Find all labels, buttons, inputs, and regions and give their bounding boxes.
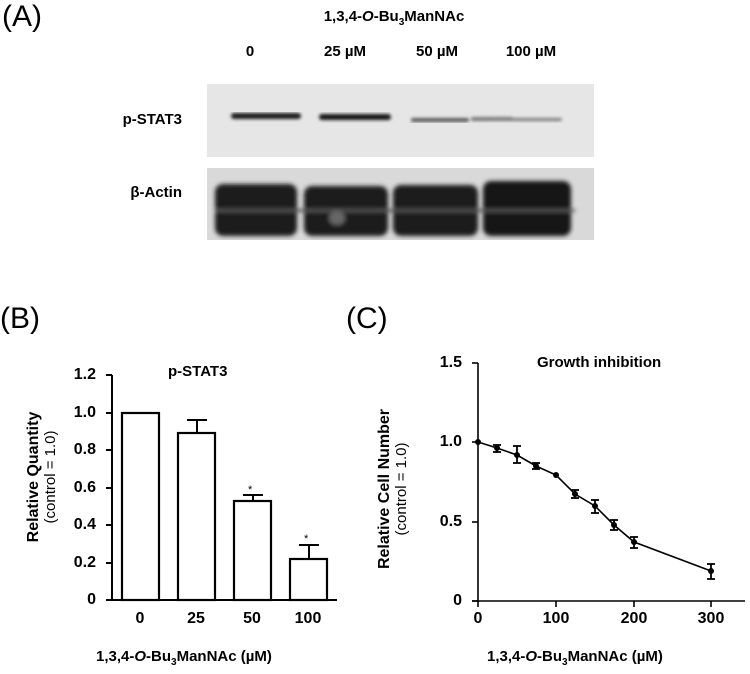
b-ytick-0.2: 0.2 (73, 554, 96, 571)
panel-c-title: Growth inhibition (537, 354, 662, 371)
blot-row-label-pstat3: p-STAT3 (122, 111, 182, 128)
bar-25 (176, 431, 217, 602)
panel-b-label: (B) (0, 302, 40, 335)
lane-label-100: 100 µM (505, 43, 557, 60)
b-ytick-0: 0 (87, 591, 96, 608)
lane-label-0: 0 (245, 43, 255, 60)
c-xtick-200: 200 (620, 610, 648, 627)
panel-a-compound-title: 1,3,4-O-Bu3ManNAc (323, 8, 465, 28)
bar-100 (288, 557, 329, 602)
c-ytick-1.0: 1.0 (439, 433, 462, 450)
panel-c-x-label: 1,3,4-O-Bu3ManNAc (µM) (487, 648, 663, 668)
panel-b-bar-chart (106, 374, 337, 602)
actin-blot-image (207, 168, 594, 240)
b-xtick-25: 25 (187, 610, 205, 627)
c-xtick-100: 100 (542, 610, 570, 627)
c-ytick-1.5: 1.5 (439, 354, 462, 371)
bar-50 (232, 499, 273, 602)
panel-c-label: (C) (346, 302, 388, 335)
b-xtick-0: 0 (135, 610, 145, 627)
pstat3-blot-image (207, 84, 594, 157)
b-xtick-50: 50 (243, 610, 261, 627)
bar-0 (120, 411, 161, 602)
panel-c-y-label: Relative Cell Number (control = 1.0) (376, 408, 410, 570)
lane-label-25: 25 µM (324, 43, 366, 60)
c-ytick-0: 0 (453, 592, 462, 609)
b-ytick-0.6: 0.6 (73, 479, 96, 496)
panel-a-label: (A) (2, 0, 42, 33)
b-ytick-0.8: 0.8 (73, 441, 96, 458)
significance-mark-50: * (248, 484, 253, 496)
b-xtick-100: 100 (294, 610, 322, 627)
blot-row-label-actin: β-Actin (130, 184, 182, 201)
panel-b-title: p-STAT3 (168, 363, 228, 380)
c-xtick-300: 300 (697, 610, 725, 627)
c-xtick-0: 0 (473, 610, 483, 627)
c-ytick-0.5: 0.5 (439, 513, 462, 530)
b-ytick-0.4: 0.4 (73, 516, 96, 533)
b-ytick-1.0: 1.0 (73, 404, 96, 421)
significance-mark-100: * (304, 533, 309, 545)
b-ytick-1.2: 1.2 (73, 366, 96, 383)
panel-b-x-label: 1,3,4-O-Bu3ManNAc (µM) (96, 648, 272, 668)
lane-label-50: 50 µM (416, 43, 458, 60)
